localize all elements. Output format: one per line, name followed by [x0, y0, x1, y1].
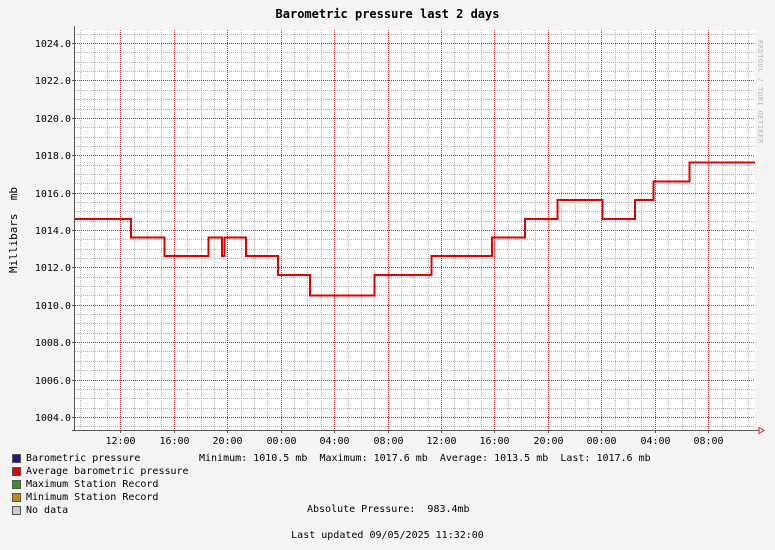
x-tick-label: 12:00	[426, 436, 456, 447]
absolute-pressure: Absolute Pressure: 983.4mb	[307, 504, 470, 515]
series-layer	[75, 161, 755, 297]
x-tick-label: 00:00	[266, 436, 296, 447]
minimum-label: Minimum:	[199, 453, 248, 464]
legend-swatch-maximum	[12, 480, 21, 489]
legend-swatch-average	[12, 467, 21, 476]
maximum-value: 1017.6 mb	[373, 453, 428, 464]
x-tick-label: 04:00	[640, 436, 670, 447]
legend-swatch-barometric	[12, 454, 21, 463]
absolute-pressure-label: Absolute Pressure:	[307, 504, 416, 515]
average-label: Average:	[439, 453, 489, 464]
major-grid	[75, 30, 755, 430]
x-tick-labels: 12:00 16:00 20:00 00:00 04:00 08:00 12:00 16:00…	[105, 436, 723, 447]
legend-item: No data	[12, 504, 189, 517]
y-tick-label: 1018.0	[35, 151, 71, 162]
x-tick-label: 04:00	[319, 436, 349, 447]
legend-item: Average barometric pressure	[12, 465, 189, 478]
last-updated-value: 09/05/2025 11:32:00	[369, 530, 484, 541]
minimum-value: 1010.5 mb	[253, 453, 308, 464]
legend-item: Maximum Station Record	[12, 478, 189, 491]
legend-item: Barometric pressure	[12, 452, 189, 465]
x-tick-label: 20:00	[212, 436, 242, 447]
legend-label: Maximum Station Record	[26, 479, 159, 490]
y-tick-label: 1004.0	[35, 413, 71, 424]
absolute-pressure-value: 983.4mb	[427, 504, 470, 515]
legend-label: Barometric pressure	[26, 453, 141, 464]
axes	[72, 26, 765, 435]
legend-label: No data	[26, 505, 69, 516]
legend-label: Average barometric pressure	[26, 466, 189, 477]
legend-swatch-nodata	[12, 506, 21, 515]
y-tick-label: 1010.0	[35, 301, 71, 312]
x-tick-label: 00:00	[586, 436, 616, 447]
statistics: Minimum: 1010.5 mb Maximum: 1017.6 mb Av…	[199, 452, 651, 465]
y-tick-label: 1020.0	[35, 114, 71, 125]
last-updated-label: Last updated	[291, 530, 364, 541]
y-tick-labels: 1004.0 1006.0 1008.0 1010.0 1012.0 1014.0 1016…	[35, 39, 71, 424]
y-tick-label: 1016.0	[35, 189, 71, 200]
x-tick-label: 16:00	[479, 436, 509, 447]
y-tick-label: 1014.0	[35, 226, 71, 237]
legend-swatch-minimum	[12, 493, 21, 502]
y-tick-label: 1012.0	[35, 263, 71, 274]
x-tick-label: 20:00	[533, 436, 563, 447]
average-value: 1013.5 mb	[494, 453, 549, 464]
x-tick-label: 08:00	[373, 436, 403, 447]
x-tick-label: 16:00	[159, 436, 189, 447]
last-label: Last:	[560, 453, 591, 464]
legend-label: Minimum Station Record	[26, 492, 159, 503]
series-line-average-pressure	[75, 161, 755, 297]
last-value: 1017.6 mb	[596, 453, 651, 464]
x-axis-arrow-icon	[758, 426, 765, 435]
y-tick-label: 1024.0	[35, 39, 71, 50]
chart-title: Barometric pressure last 2 days	[275, 7, 500, 21]
x-tick-label: 12:00	[105, 436, 135, 447]
last-updated: Last updated 09/05/2025 11:32:00	[0, 530, 775, 541]
x-tick-label: 08:00	[693, 436, 723, 447]
y-tick-label: 1006.0	[35, 376, 71, 387]
maximum-label: Maximum:	[319, 453, 368, 464]
pressure-chart: 1004.0 1006.0 1008.0 1010.0 1012.0 1014.0 1016…	[35, 26, 765, 447]
y-tick-label: 1022.0	[35, 76, 71, 87]
legend: Barometric pressure Average barometric p…	[12, 452, 189, 517]
y-tick-label: 1008.0	[35, 338, 71, 349]
legend-item: Minimum Station Record	[12, 491, 189, 504]
